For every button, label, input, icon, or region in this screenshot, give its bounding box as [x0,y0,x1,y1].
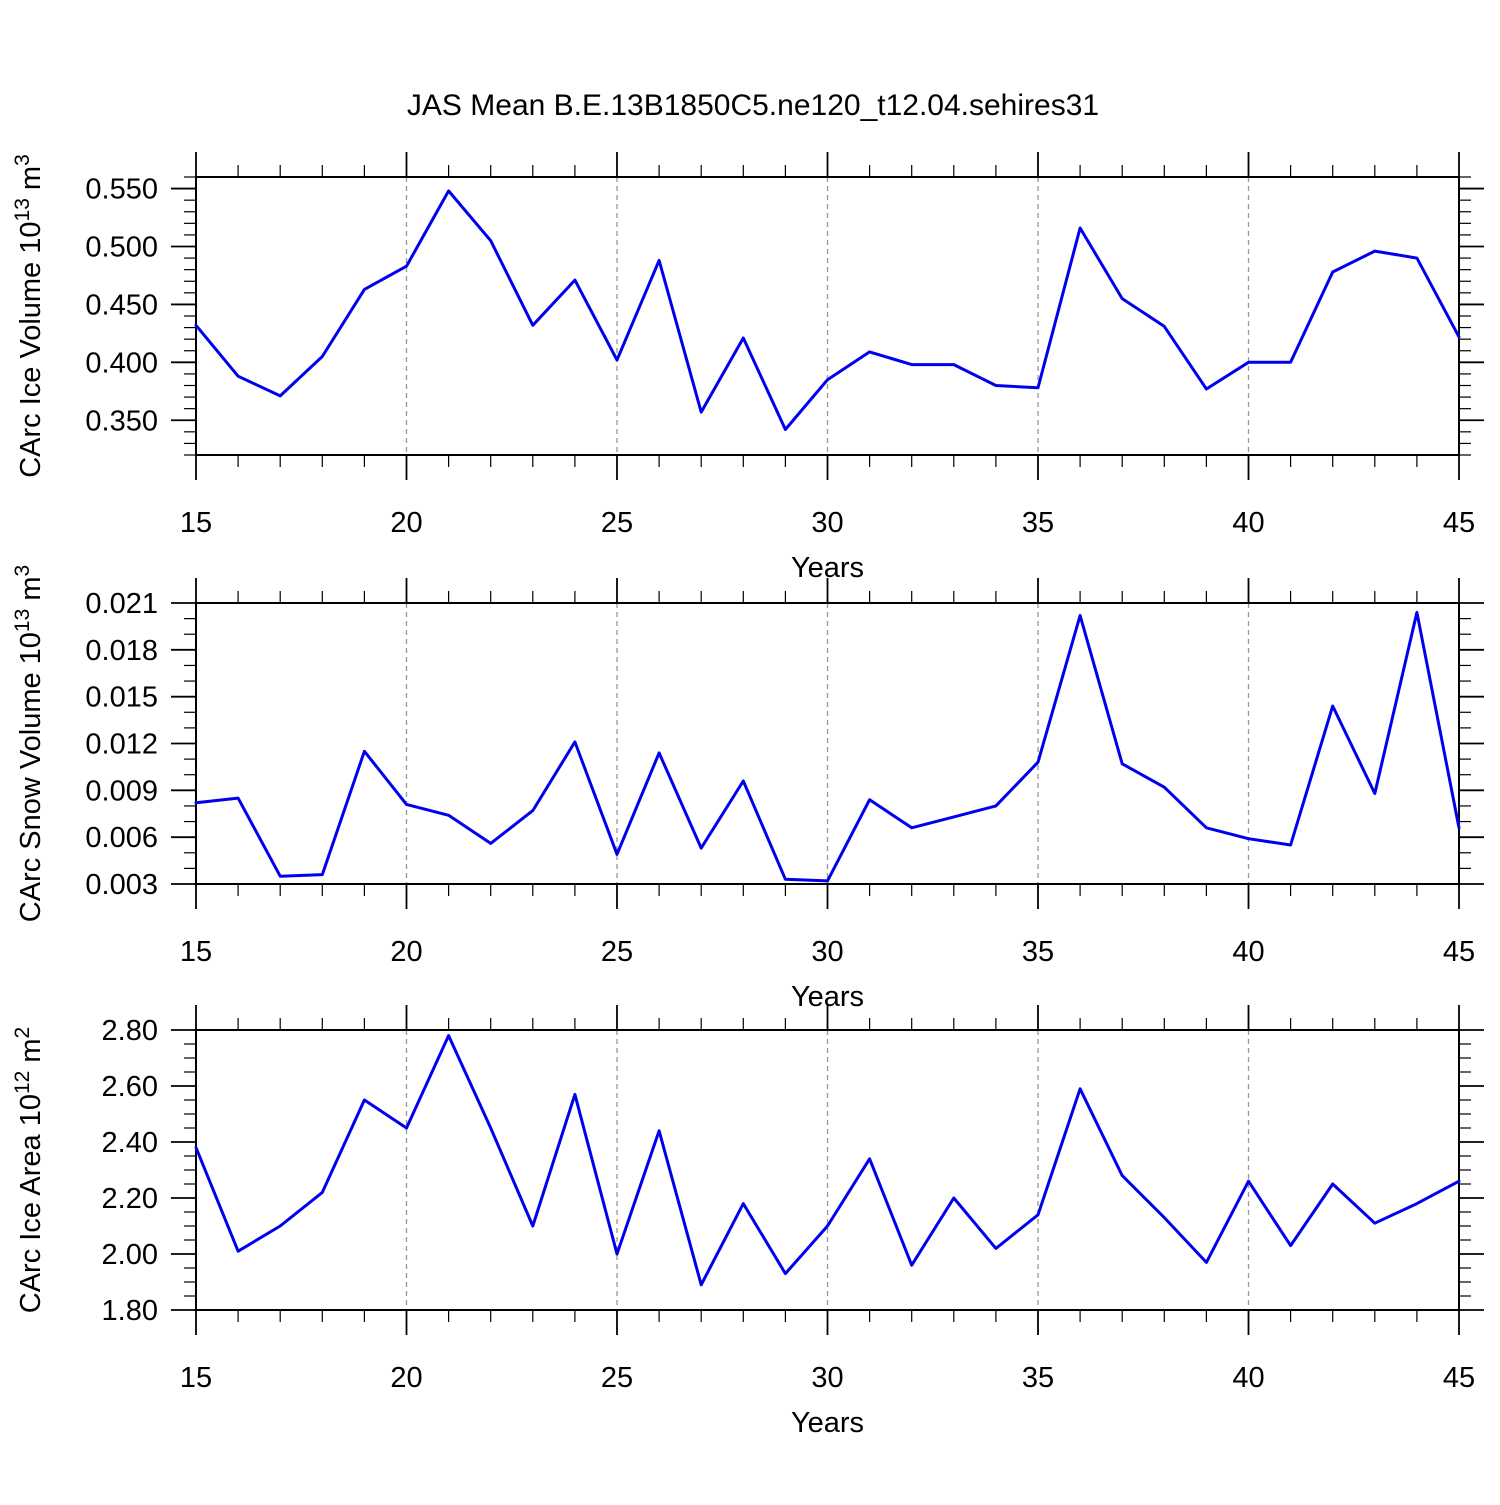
y-tick-label: 0.400 [85,347,158,379]
y-tick-label: 2.00 [102,1239,158,1271]
y-axis-title: CArc Ice Volume 1013 m3 [11,154,47,478]
x-tick-label: 20 [390,1362,422,1394]
y-tick-label: 0.550 [85,174,158,206]
x-tick-label: 15 [180,1362,212,1394]
y-tick-label: 0.350 [85,405,158,437]
y-tick-label: 0.500 [85,232,158,264]
x-axis-title: Years [791,1407,864,1439]
figure-title: JAS Mean B.E.13B1850C5.ne120_t12.04.sehi… [407,89,1099,122]
x-tick-label: 15 [180,936,212,968]
y-axis-title-part: m [15,1038,47,1070]
y-tick-label: 1.80 [102,1295,158,1327]
y-tick-label: 2.40 [102,1127,158,1159]
x-tick-label: 25 [601,1362,633,1394]
x-tick-label: 30 [811,1362,843,1394]
data-line-carc-snow-volume [194,610,1461,883]
y-axis-title-sup: 13 [11,609,34,632]
x-tick-label: 35 [1022,507,1054,539]
y-axis-title-sup: 12 [11,1071,34,1094]
y-tick-label: 0.012 [85,729,158,761]
y-tick-label: 2.80 [102,1015,158,1047]
y-tick-label: 0.021 [85,588,158,620]
x-tick-label: 40 [1232,936,1264,968]
x-tick-label: 20 [390,936,422,968]
x-tick-label: 40 [1232,1362,1264,1394]
y-axis-title-sup: 2 [11,1027,34,1039]
y-axis-title-part: CArc Snow Volume 10 [15,632,47,922]
x-tick-label: 25 [601,936,633,968]
axes-frame [195,176,1460,456]
charts-group: 0.350 0.400 0.450 0.500 0.550 15 20 25 30 35 40 45 Y… [11,152,1484,1439]
y-tick-label: 0.003 [85,869,158,901]
x-tick-label: 35 [1022,1362,1054,1394]
x-tick-label: 45 [1443,936,1475,968]
x-tick-label: 30 [811,507,843,539]
x-tick-label: 30 [811,936,843,968]
x-tick-label: 15 [180,507,212,539]
axes-frame [195,602,1460,885]
y-axis-title-part: CArc Ice Area 10 [15,1094,47,1313]
y-axis-title-part: m [15,576,47,608]
data-line-carc-ice-area [194,1034,1461,1287]
y-axis-title: CArc Snow Volume 1013 m3 [11,565,47,922]
x-tick-label: 40 [1232,507,1264,539]
y-axis-title-sup: 3 [11,565,34,577]
x-tick-label: 45 [1443,507,1475,539]
y-tick-label: 0.450 [85,289,158,321]
data-line-carc-ice-volume [194,189,1461,431]
x-tick-label: 45 [1443,1362,1475,1394]
y-tick-label: 0.006 [85,822,158,854]
y-axis-title-sup: 13 [11,198,34,221]
x-tick-label: 20 [390,507,422,539]
x-tick-label: 35 [1022,936,1054,968]
x-tick-label: 25 [601,507,633,539]
y-axis-title: CArc Ice Area 1012 m2 [11,1027,47,1313]
axes-frame [195,1029,1460,1311]
chart-panel-carc-snow-volume: 0.003 0.006 0.009 0.012 0.015 0.018 0.021 15 20 2… [11,565,1484,1013]
y-tick-label: 0.018 [85,635,158,667]
y-tick-label: 0.009 [85,775,158,807]
y-tick-label: 0.015 [85,682,158,714]
y-axis-title-part: m [15,166,47,198]
y-axis-title-sup: 3 [11,154,34,166]
y-axis-title-part: CArc Ice Volume 10 [15,221,47,477]
chart-panel-carc-ice-area: 1.80 2.00 2.20 2.40 2.60 2.80 15 20 25 30 35 40 45 Ye… [11,1005,1484,1439]
y-tick-label: 2.20 [102,1183,158,1215]
y-tick-label: 2.60 [102,1071,158,1103]
